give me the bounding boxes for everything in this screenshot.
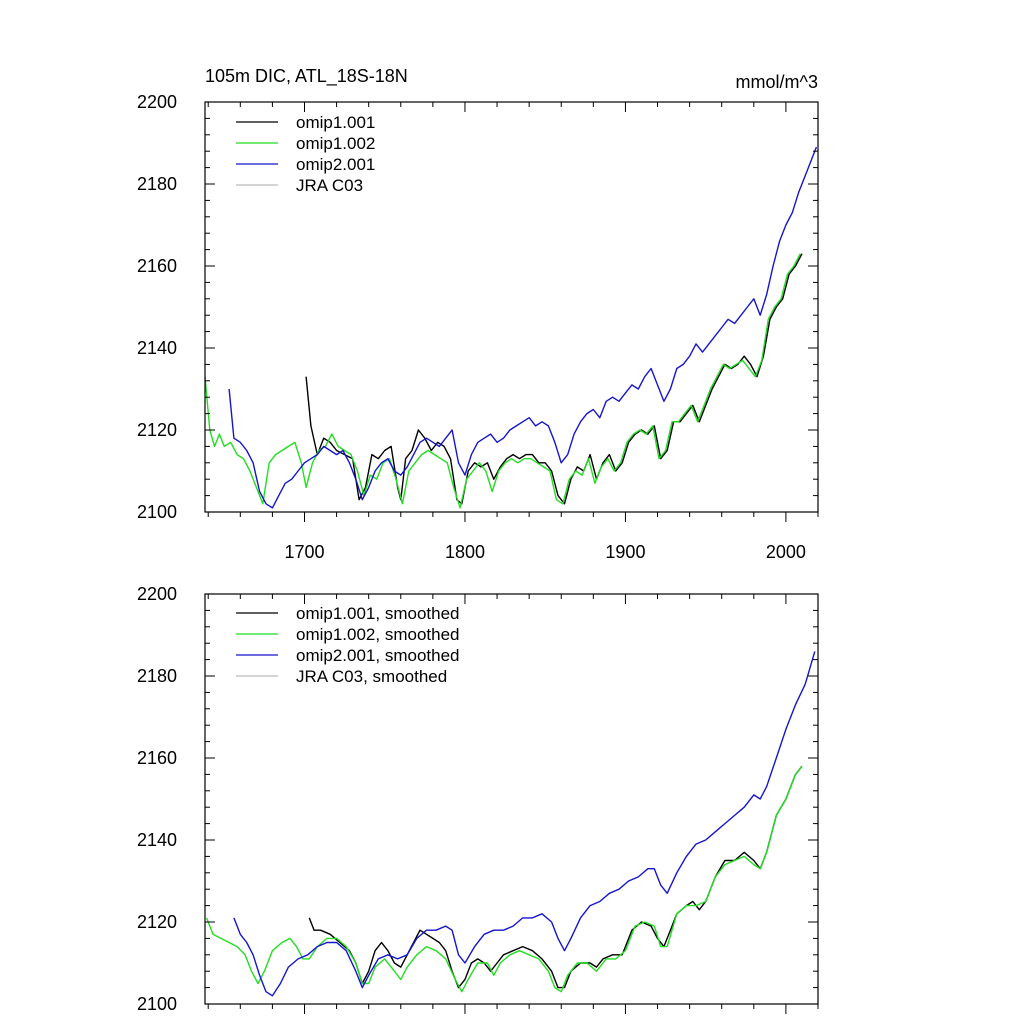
series-line-omip2-001-smoothed (233, 651, 816, 997)
series-line-omip2-001 (228, 146, 818, 509)
y-tick-label: 2160 (137, 256, 177, 276)
chart-title: 105m DIC, ATL_18S-18N (205, 66, 408, 87)
y-tick-label: 2180 (137, 174, 177, 194)
plot-frame (204, 101, 819, 513)
series-line-omip1-001 (305, 253, 803, 505)
legend-label-omip1-001-smoothed: omip1.001, smoothed (296, 604, 460, 623)
top-panel: 105m DIC, ATL_18S-18N mmol/m^3 210021202… (137, 66, 819, 562)
bottom-legend: omip1.001, smoothed omip1.002, smoothed … (236, 604, 460, 686)
legend-label-omip2-001-smoothed: omip2.001, smoothed (296, 646, 460, 665)
legend-label-omip1-002-smoothed: omip1.002, smoothed (296, 625, 460, 644)
x-tick-label: 1900 (605, 542, 645, 562)
legend-label-omip2-001: omip2.001 (296, 155, 375, 174)
y-tick-label: 2100 (137, 994, 177, 1014)
y-tick-label: 2100 (137, 502, 177, 522)
bottom-axes-layer: 2100 2120 2140 2160 2180 2200 (137, 584, 819, 1014)
bottom-series-layer (205, 651, 816, 997)
y-tick-label: 2200 (137, 584, 177, 604)
legend-label-jra-c03: JRA C03 (296, 176, 363, 195)
top-axes-layer: 2100 2120 2140 2160 2180 2200 1700 1800 1900 2000 (137, 92, 819, 562)
series-line-omip1-002-smoothed (205, 765, 803, 993)
x-tick-label: 1800 (445, 542, 485, 562)
y-tick-label: 2120 (137, 420, 177, 440)
legend-label-jra-c03-smoothed: JRA C03, smoothed (296, 667, 447, 686)
y-tick-label: 2140 (137, 830, 177, 850)
y-tick-label: 2200 (137, 92, 177, 112)
bottom-panel: 2100 2120 2140 2160 2180 2200 omip1.001, smoo… (137, 584, 819, 1014)
plot-frame (204, 593, 819, 1005)
y-tick-label: 2120 (137, 912, 177, 932)
x-tick-label: 1700 (284, 542, 324, 562)
top-legend: omip1.001 omip1.002 omip2.001 JRA C03 (236, 113, 375, 195)
x-tick-label: 2000 (766, 542, 806, 562)
series-line-omip1-002 (204, 253, 801, 509)
y-tick-label: 2140 (137, 338, 177, 358)
units-label: mmol/m^3 (736, 72, 818, 92)
y-tick-label: 2160 (137, 748, 177, 768)
legend-label-omip1-001: omip1.001 (296, 113, 375, 132)
top-series-layer (204, 146, 818, 509)
series-line-omip1-001-smoothed (308, 765, 803, 989)
legend-label-omip1-002: omip1.002 (296, 134, 375, 153)
y-tick-label: 2180 (137, 666, 177, 686)
